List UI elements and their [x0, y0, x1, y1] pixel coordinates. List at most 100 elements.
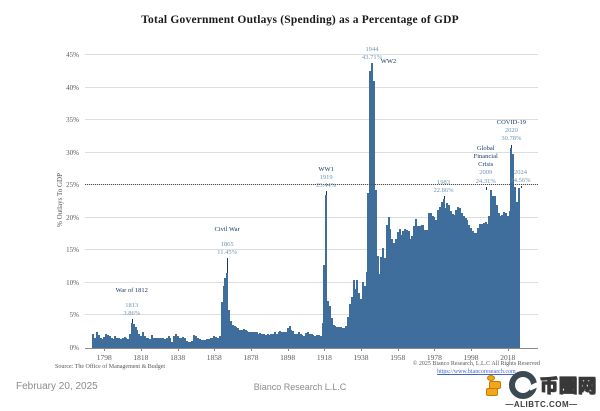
- swirl-logo-icon: [509, 371, 537, 399]
- bar: [451, 213, 454, 348]
- bar: [490, 189, 493, 348]
- bar: [429, 212, 432, 348]
- bar: [92, 334, 95, 348]
- annotation-leader: [227, 258, 229, 274]
- bar: [466, 220, 469, 348]
- bar: [341, 327, 344, 348]
- bar: [200, 339, 203, 348]
- bar: [158, 337, 161, 348]
- annotation-event-text: COVID-19: [496, 119, 527, 127]
- bar: [295, 333, 298, 348]
- bar: [257, 333, 260, 348]
- bar: [156, 338, 159, 348]
- bar: [185, 340, 188, 348]
- bar: [237, 328, 240, 348]
- bar: [182, 336, 185, 348]
- annotation-value: 24.31%: [475, 177, 496, 185]
- bar: [418, 226, 421, 348]
- bar: [402, 230, 405, 348]
- annotation-year: 1919: [319, 174, 333, 182]
- bar: [431, 216, 434, 348]
- bar: [330, 318, 333, 348]
- annotation-event-text: War of 1812: [115, 286, 148, 294]
- x-tick-label: 1818: [133, 353, 149, 362]
- x-tick-mark: [104, 348, 106, 351]
- copyright-link[interactable]: https://www.biancoresearch.com: [437, 368, 516, 375]
- annotation: Global Financial Crisis 2009 24.31%: [474, 145, 498, 186]
- bar: [108, 336, 111, 348]
- bar: [103, 336, 106, 348]
- annotation-leader: [511, 144, 513, 148]
- bar: [369, 70, 372, 348]
- bar: [440, 201, 443, 348]
- gridline: [85, 86, 538, 88]
- bar: [169, 338, 172, 348]
- bar: [503, 211, 506, 348]
- annotation-value: 22.86%: [433, 187, 454, 195]
- bar: [310, 334, 313, 348]
- bar: [151, 334, 154, 348]
- x-tick-mark: [250, 348, 252, 351]
- bar: [448, 204, 451, 348]
- bar: [354, 289, 357, 348]
- bar: [514, 186, 517, 348]
- gridline: [85, 281, 538, 283]
- annotation-event-text: Civil War: [214, 226, 240, 234]
- bar: [506, 215, 509, 348]
- bar: [176, 335, 179, 348]
- annotation-value: 23.44%: [316, 182, 337, 190]
- bar: [266, 334, 269, 348]
- bar: [303, 335, 306, 348]
- bar: [204, 340, 207, 348]
- annotation: 1983 22.86%: [434, 179, 454, 195]
- bar: [301, 334, 304, 348]
- bar: [174, 334, 177, 348]
- y-tick-label: 10%: [66, 278, 79, 287]
- bar: [378, 274, 381, 348]
- annotation: 1944 43.71%: [362, 46, 382, 62]
- bar: [299, 333, 302, 348]
- watermark-domain: —ALIBTC.COM—: [505, 400, 578, 409]
- bar: [275, 333, 278, 348]
- x-tick-label: 1838: [170, 353, 186, 362]
- bar: [129, 333, 132, 348]
- bar: [217, 338, 220, 348]
- bar: [284, 331, 287, 348]
- bar: [361, 282, 364, 348]
- annotation: WW2: [381, 58, 397, 66]
- x-tick-label: 2018: [500, 353, 516, 362]
- annotation-event-text: Global: [476, 145, 495, 153]
- bar: [207, 338, 210, 348]
- bar: [319, 336, 322, 348]
- x-tick-label: 1998: [463, 353, 479, 362]
- bar: [149, 338, 152, 348]
- bar: [242, 329, 245, 348]
- bar: [261, 334, 264, 348]
- bar: [283, 331, 286, 348]
- bar: [444, 208, 447, 348]
- x-tick-mark: [507, 348, 509, 351]
- bar: [446, 203, 449, 348]
- bar: [413, 225, 416, 348]
- reference-line-25pct: [85, 184, 538, 186]
- bar: [277, 331, 280, 348]
- bar: [101, 338, 104, 348]
- bar: [218, 335, 221, 348]
- y-tick-label: 45%: [66, 51, 79, 59]
- watermark: 币圈网 —ALIBTC.COM—: [486, 371, 597, 409]
- annotation-event-text: WW2: [380, 57, 397, 65]
- bar: [202, 340, 205, 348]
- bar: [99, 338, 102, 348]
- bar: [165, 337, 168, 348]
- bar: [107, 334, 109, 348]
- x-tick-label: 1898: [280, 353, 296, 362]
- bar: [470, 227, 473, 348]
- coin-icon: [486, 388, 498, 396]
- bar: [231, 324, 234, 348]
- annotation-value: 43.71%: [361, 54, 383, 62]
- bar: [143, 336, 146, 348]
- bar: [453, 214, 456, 348]
- bar: [396, 232, 399, 348]
- bar: [497, 212, 500, 348]
- bar: [250, 332, 253, 348]
